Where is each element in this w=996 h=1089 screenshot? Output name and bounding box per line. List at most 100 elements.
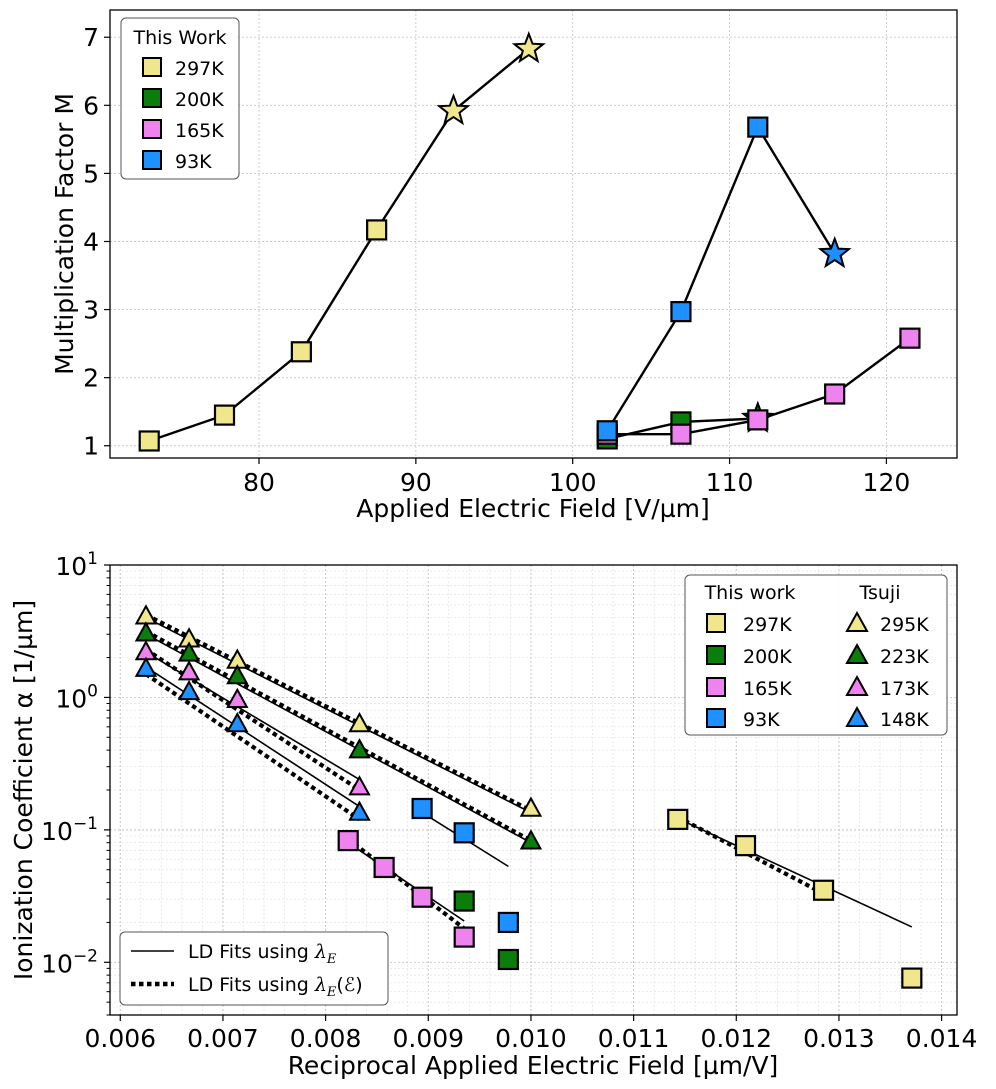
- bottom-y-tick-exponent: 1: [87, 549, 98, 569]
- square-marker-297K: [366, 219, 388, 241]
- tsuji-marker-223K: [226, 663, 249, 685]
- this-work-marker-200K: [497, 948, 519, 971]
- bottom-y-axis-label: Ionization Coefficient α [1/µm]: [9, 600, 38, 980]
- square-marker-297K: [138, 430, 160, 452]
- bottom-y-tick-label: 10−2: [41, 946, 98, 978]
- bottom-x-ticks: 0.006 0.007 0.008 0.009 0.010 0.011 0.012 0.013…: [84, 1015, 977, 1053]
- square-marker-93K: [747, 116, 769, 138]
- legend-tw-200k-label: 200K: [743, 646, 792, 668]
- top-y-tick-label: 4: [83, 227, 99, 256]
- legend-ts-223k-label: 223K: [880, 646, 929, 668]
- legend-ts-223k-marker: [845, 642, 869, 664]
- legend-ts-148k-label: 148K: [880, 709, 929, 731]
- bottom-legend-box: [684, 574, 948, 736]
- this-work-marker-93K: [497, 911, 519, 934]
- this-work-marker-297K: [667, 808, 689, 830]
- bottom-y-tick-exponent: −2: [73, 946, 98, 966]
- top-y-tick-label: 2: [83, 364, 99, 393]
- series-line-93K: [606, 124, 836, 432]
- tsuji-marker-148K: [348, 800, 371, 821]
- top-y-tick-label: 6: [83, 91, 99, 120]
- bottom-x-tick-label: 0.008: [290, 1024, 362, 1053]
- legend-93k-marker: [142, 150, 162, 170]
- tsuji-marker-223K: [519, 829, 543, 850]
- top-x-tick-label: 90: [400, 468, 432, 497]
- fit-legend-solid-label: LD Fits using λE: [188, 941, 337, 967]
- bottom-y-tick-label: 101: [55, 549, 98, 581]
- top-legend: This Work 297K 200K 165K 93K: [120, 17, 240, 180]
- star-marker-297K: [511, 30, 546, 64]
- bottom-x-tick-label: 0.011: [598, 1024, 670, 1053]
- star-marker-93K: [817, 235, 852, 269]
- legend-ts-173k-label: 173K: [880, 678, 929, 700]
- bottom-y-tick-base: 10: [55, 552, 87, 581]
- bottom-x-tick-label: 0.013: [803, 1024, 875, 1053]
- top-x-ticks: 80 90 100 110 120: [243, 458, 910, 497]
- legend-297k-label: 297K: [175, 58, 224, 80]
- this-work-marker-297K: [734, 835, 757, 857]
- square-marker-165K: [899, 327, 921, 349]
- top-x-axis-label: Applied Electric Field [V/µm]: [356, 494, 709, 523]
- legend-ts-148k-marker: [845, 705, 869, 727]
- legend-tw-200k-marker: [706, 645, 726, 665]
- bottom-markers: [134, 604, 923, 989]
- fit-legend-dotted-prefix: LD Fits using: [188, 974, 315, 996]
- legend-tw-297k-marker: [706, 613, 726, 633]
- this-work-marker-200K: [453, 890, 475, 912]
- multiplication-factor-chart: 80 90 100 110 120 1 2 3 4 5 6 7 Applied Electric F…: [50, 9, 958, 523]
- top-x-tick-label: 80: [243, 468, 275, 497]
- fit-legend-dotted-label: LD Fits using λE(ℰ): [188, 974, 363, 1000]
- tsuji-marker-148K: [226, 711, 249, 733]
- top-x-tick-label: 110: [706, 468, 754, 497]
- legend-ts-295k-label: 295K: [880, 614, 929, 636]
- legend-200k-marker: [142, 88, 162, 108]
- tsuji-marker-148K: [177, 679, 201, 701]
- top-y-tick-label: 5: [83, 159, 99, 188]
- fit-legend-dotted-suffix: (ℰ): [336, 974, 362, 996]
- this-work-marker-165K: [373, 856, 395, 879]
- bottom-y-tick-exponent: 0: [87, 681, 98, 701]
- ld-fit-dotted-line: [144, 629, 532, 843]
- top-y-tick-label: 3: [83, 296, 99, 325]
- tsuji-marker-173K: [348, 775, 371, 796]
- tsuji-marker-173K: [177, 660, 201, 681]
- square-marker-93K: [596, 420, 618, 442]
- top-series-markers: [138, 30, 921, 452]
- fit-legend: LD Fits using λE LD Fits using λE(ℰ): [119, 931, 389, 1006]
- bottom-series-legend: This work Tsuji 297K 200K 165K 93K 295K …: [684, 574, 948, 736]
- bottom-x-tick-label: 0.012: [700, 1024, 772, 1053]
- bottom-y-tick-base: 10: [41, 817, 73, 846]
- bottom-y-tick-label: 10−1: [41, 814, 98, 846]
- bottom-x-axis-label: Reciprocal Applied Electric Field [µm/V]: [288, 1051, 779, 1080]
- tsuji-marker-295K: [348, 711, 371, 733]
- top-y-tick-label: 1: [83, 432, 99, 461]
- square-marker-165K: [747, 409, 769, 431]
- square-marker-297K: [290, 341, 312, 363]
- this-work-marker-297K: [901, 967, 923, 989]
- tsuji-marker-173K: [226, 687, 249, 708]
- fit-legend-solid-sub: E: [326, 952, 337, 967]
- bottom-x-tick-label: 0.014: [906, 1024, 978, 1053]
- bottom-y-tick-label: 100: [55, 681, 98, 713]
- square-marker-165K: [670, 423, 692, 445]
- bottom-x-tick-label: 0.006: [84, 1024, 156, 1053]
- ld-fit-solid-line: [145, 633, 532, 844]
- ld-fit-dotted-line: [144, 647, 361, 792]
- legend-200k-label: 200K: [175, 89, 224, 111]
- tsuji-marker-148K: [134, 656, 158, 677]
- bottom-y-tick-base: 10: [55, 684, 87, 713]
- bottom-x-tick-label: 0.010: [495, 1024, 567, 1053]
- fit-legend-solid-lambda: λ: [314, 941, 327, 963]
- top-x-tick-label: 120: [863, 468, 911, 497]
- this-work-marker-165K: [337, 829, 359, 852]
- this-work-marker-93K: [453, 822, 475, 844]
- legend-tw-297k-label: 297K: [743, 614, 792, 636]
- legend-93k-label: 93K: [175, 151, 212, 173]
- bottom-y-tick-exponent: −1: [73, 814, 98, 834]
- this-work-marker-165K: [453, 926, 475, 948]
- top-y-ticks: 1 2 3 4 5 6 7: [83, 23, 110, 461]
- top-legend-title: This Work: [133, 27, 227, 49]
- series-line-297K: [148, 47, 530, 443]
- fit-legend-dotted-sub: E: [326, 985, 337, 1000]
